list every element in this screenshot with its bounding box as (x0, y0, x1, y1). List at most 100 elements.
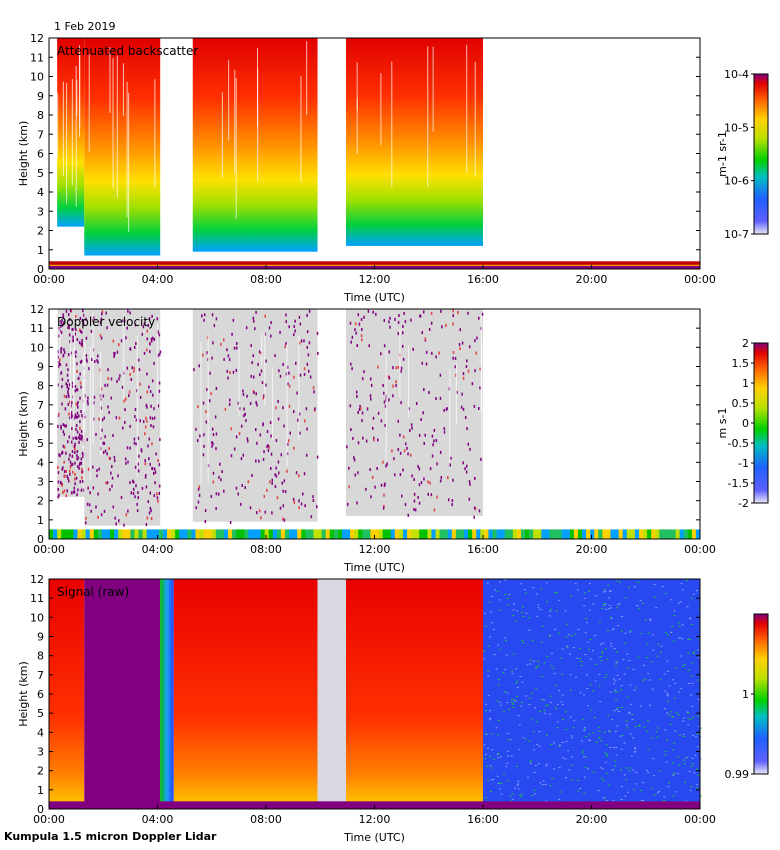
signal-noise (579, 648, 582, 650)
velocity-speckle (212, 442, 214, 446)
velocity-speckle (135, 442, 137, 446)
colorbar-bar (753, 73, 769, 235)
velocity-speckle (227, 354, 230, 358)
velocity-speckle (100, 406, 103, 410)
signal-noise (535, 667, 538, 669)
velocity-speckle (153, 416, 156, 420)
data-gap-streak (89, 345, 91, 481)
velocity-speckle (399, 433, 401, 437)
signal-noise (510, 755, 513, 757)
signal-noise (682, 717, 685, 719)
colorbar-tick-label: 1 (742, 688, 749, 701)
signal-noise (507, 739, 510, 741)
velocity-speckle (85, 317, 87, 321)
velocity-speckle (299, 322, 302, 326)
signal-noise (484, 758, 487, 760)
signal-noise (497, 678, 500, 680)
velocity-speckle (475, 351, 478, 355)
signal-noise (492, 778, 495, 780)
signal-noise (564, 711, 567, 713)
velocity-speckle (151, 314, 153, 318)
signal-noise (487, 670, 490, 672)
velocity-speckle (66, 385, 69, 389)
velocity-speckle (149, 350, 151, 354)
signal-noise (588, 609, 591, 611)
signal-noise (522, 737, 525, 739)
signal-noise (615, 661, 618, 663)
velocity-speckle (298, 315, 301, 319)
velocity-speckle (277, 460, 280, 464)
signal-noise (549, 713, 552, 715)
signal-noise (616, 691, 619, 693)
signal-noise (604, 604, 607, 606)
velocity-speckle (402, 435, 405, 439)
signal-noise (674, 683, 677, 685)
signal-noise (515, 620, 518, 622)
velocity-speckle (210, 494, 213, 498)
velocity-boundary-cell (488, 529, 493, 539)
velocity-speckle (148, 457, 150, 461)
data-gap-streak (116, 55, 118, 199)
velocity-speckle (74, 354, 77, 358)
velocity-speckle (63, 470, 66, 474)
velocity-speckle (288, 371, 290, 375)
velocity-boundary-cell (219, 529, 225, 539)
signal-noise (623, 742, 626, 744)
velocity-speckle (127, 509, 129, 513)
signal-noise (504, 593, 507, 595)
velocity-speckle (156, 492, 158, 496)
signal-noise (484, 753, 487, 755)
velocity-speckle (79, 396, 81, 400)
signal-noise (616, 674, 619, 676)
signal-noise (486, 747, 489, 749)
y-tick-label: 11 (30, 592, 44, 605)
velocity-speckle (142, 420, 145, 424)
velocity-speckle (303, 339, 305, 343)
velocity-speckle (90, 329, 93, 333)
y-tick-label: 12 (30, 32, 44, 45)
x-tick-label: 00:00 (684, 543, 716, 556)
velocity-speckle (285, 342, 287, 346)
velocity-speckle (212, 480, 215, 484)
signal-noise (616, 725, 619, 727)
signal-noise (675, 667, 678, 669)
signal-noise (697, 649, 700, 651)
velocity-speckle (130, 378, 133, 382)
velocity-boundary-cell (110, 529, 115, 539)
velocity-speckle (433, 428, 436, 432)
data-gap-streak (73, 313, 75, 387)
velocity-boundary-cell (337, 529, 343, 539)
signal-noise (574, 676, 577, 678)
signal-noise (672, 772, 675, 774)
signal-noise (516, 610, 519, 612)
data-gap-streak (59, 314, 61, 349)
velocity-speckle (371, 475, 374, 479)
signal-noise (579, 692, 582, 694)
velocity-boundary-cell (655, 529, 660, 539)
signal-noise (582, 730, 585, 732)
x-tick-label: 16:00 (467, 273, 499, 286)
signal-noise (598, 674, 601, 676)
velocity-speckle (438, 351, 440, 355)
signal-noise (579, 788, 582, 790)
velocity-speckle (114, 516, 116, 520)
velocity-speckle (360, 317, 363, 321)
velocity-speckle (249, 402, 252, 406)
velocity-speckle (96, 359, 98, 363)
velocity-speckle (60, 330, 63, 334)
signal-noise (583, 792, 586, 794)
velocity-speckle (76, 415, 78, 419)
velocity-speckle (359, 404, 361, 408)
velocity-speckle (362, 436, 364, 440)
velocity-speckle (204, 519, 207, 523)
velocity-speckle (110, 471, 112, 475)
signal-noise (598, 730, 601, 732)
signal-noise (644, 678, 647, 680)
velocity-speckle (146, 372, 148, 376)
velocity-speckle (149, 342, 151, 346)
velocity-speckle (287, 382, 289, 386)
velocity-speckle (423, 388, 425, 392)
velocity-speckle (81, 479, 84, 483)
velocity-speckle (224, 407, 227, 411)
signal-noise (617, 625, 620, 627)
